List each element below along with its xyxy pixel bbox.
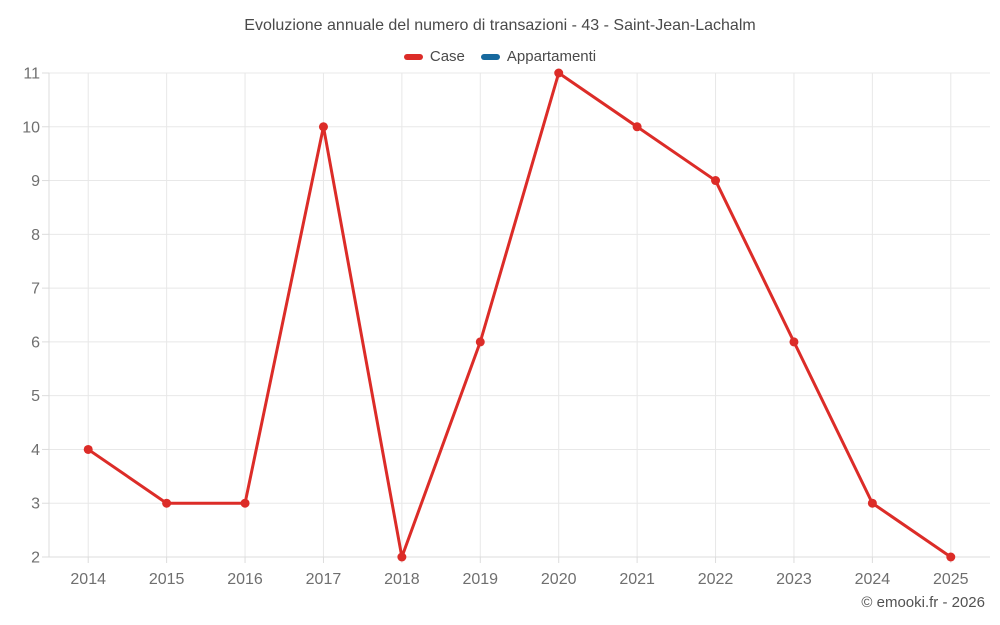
case-data-point[interactable] (711, 176, 721, 186)
y-axis-label: 2 (31, 550, 40, 567)
case-data-point[interactable] (632, 122, 642, 132)
case-data-point[interactable] (240, 498, 250, 508)
y-axis-label: 9 (31, 173, 40, 190)
x-axis-label: 2017 (306, 571, 342, 588)
case-data-point[interactable] (162, 498, 172, 508)
case-data-point[interactable] (946, 552, 956, 562)
case-data-point[interactable] (397, 552, 407, 562)
case-data-point[interactable] (867, 498, 877, 508)
x-axis-label: 2021 (619, 571, 655, 588)
legend-item-appartamenti[interactable]: Appartamenti (480, 48, 597, 65)
appartamenti-series-swatch (480, 53, 500, 60)
chart-legend: Case Appartamenti (0, 48, 1000, 65)
x-axis-label: 2015 (149, 571, 185, 588)
x-axis-label: 2020 (541, 571, 577, 588)
x-axis-label: 2023 (776, 571, 812, 588)
case-series-line (86, 71, 953, 559)
case-data-point[interactable] (318, 122, 328, 132)
x-axis-label: 2018 (384, 571, 420, 588)
y-axis-label: 11 (23, 66, 40, 83)
case-data-point[interactable] (789, 337, 799, 347)
y-axis-label: 4 (31, 442, 40, 459)
x-axis-label: 2016 (227, 571, 263, 588)
case-data-point[interactable] (554, 68, 564, 78)
legend-label-case: Case (429, 48, 465, 65)
x-axis-label: 2025 (933, 571, 969, 588)
chart-title: Evoluzione annuale del numero di transaz… (244, 17, 756, 34)
case-series-swatch (403, 53, 423, 60)
y-axis-label: 7 (31, 281, 40, 298)
copyright-text: © emooki.fr - 2026 (861, 594, 985, 611)
x-axis-label: 2014 (70, 571, 106, 588)
case-data-point[interactable] (475, 337, 485, 347)
case-data-point[interactable] (83, 444, 93, 454)
legend-item-case[interactable]: Case (403, 48, 465, 65)
x-axis-label: 2022 (698, 571, 734, 588)
x-axis-label: 2019 (462, 571, 498, 588)
y-axis-label: 3 (31, 496, 40, 513)
y-axis-label: 5 (31, 388, 40, 405)
y-axis-label: 10 (22, 119, 40, 136)
y-axis-label: 6 (31, 334, 40, 351)
legend-label-appartamenti: Appartamenti (506, 48, 597, 65)
y-axis-label: 8 (31, 227, 40, 244)
x-axis-label: 2024 (855, 571, 891, 588)
